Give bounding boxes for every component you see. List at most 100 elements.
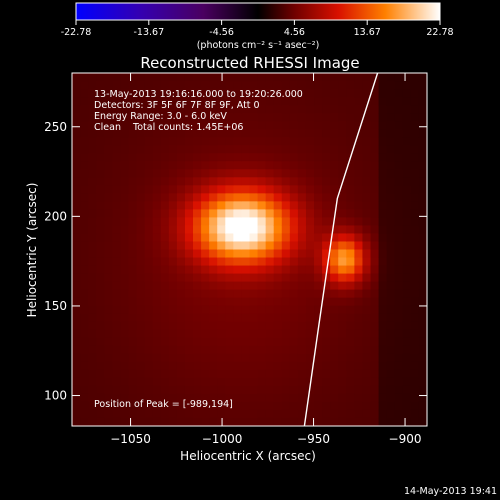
heatmap-cell — [346, 281, 355, 291]
heatmap-cell — [402, 105, 412, 114]
heatmap-cell — [338, 145, 347, 154]
heatmap-cell — [241, 305, 251, 315]
heatmap-cell — [88, 169, 97, 178]
heatmap-cell — [184, 185, 194, 194]
heatmap-cell — [225, 201, 234, 210]
heatmap-cell — [289, 313, 299, 323]
heatmap-cell — [273, 185, 283, 194]
heatmap-cell — [370, 265, 380, 275]
heatmap-cell — [112, 321, 122, 331]
heatmap-cell — [362, 273, 372, 283]
heatmap-cell — [120, 321, 130, 331]
heatmap-cell — [378, 377, 388, 387]
heatmap-cell — [96, 73, 105, 82]
heatmap-cell — [410, 249, 420, 259]
heatmap-cell — [257, 361, 267, 371]
heatmap-cell — [128, 401, 138, 411]
heatmap-cell — [370, 257, 380, 267]
heatmap-cell — [176, 281, 186, 291]
heatmap-cell — [128, 153, 138, 162]
heatmap-cell — [314, 417, 323, 426]
heatmap-cell — [225, 345, 234, 355]
heatmap-cell — [289, 121, 299, 130]
heatmap-cell — [386, 97, 396, 106]
heatmap-cell — [265, 241, 275, 251]
heatmap-cell — [297, 169, 307, 178]
heatmap-cell — [378, 345, 388, 355]
heatmap-cell — [297, 281, 307, 291]
heatmap-cell — [402, 337, 412, 347]
heatmap-cell — [273, 169, 283, 178]
heatmap-cell — [386, 233, 396, 243]
heatmap-cell — [273, 417, 283, 426]
heatmap-cell — [370, 105, 380, 114]
heatmap-cell — [128, 393, 138, 403]
heatmap-cell — [193, 153, 202, 162]
heatmap-cell — [201, 193, 210, 202]
heatmap-cell — [80, 281, 89, 291]
heatmap-cell — [305, 225, 315, 235]
heatmap-cell — [378, 265, 388, 275]
heatmap-cell — [305, 313, 315, 323]
heatmap-cell — [225, 217, 234, 227]
heatmap-cell — [346, 353, 355, 363]
heatmap-cell — [209, 81, 218, 90]
heatmap-cell — [394, 233, 404, 243]
heatmap-cell — [265, 233, 275, 243]
heatmap-cell — [88, 353, 97, 363]
heatmap-cell — [136, 81, 146, 90]
heatmap-cell — [386, 305, 396, 315]
heatmap-cell — [209, 153, 218, 162]
heatmap-cell — [241, 105, 251, 114]
heatmap-cell — [354, 297, 364, 307]
heatmap-cell — [314, 409, 323, 419]
heatmap-cell — [410, 409, 420, 419]
heatmap-cell — [201, 129, 210, 138]
heatmap-cell — [96, 289, 105, 299]
colorbar-tick-label: -4.56 — [209, 27, 234, 38]
y-tick-label: 100 — [44, 389, 67, 403]
heatmap-cell — [168, 257, 178, 267]
heatmap-cell — [257, 281, 267, 291]
heatmap-cell — [378, 273, 388, 283]
heatmap-cell — [281, 185, 291, 194]
heatmap-cell — [193, 329, 202, 339]
heatmap-cell — [305, 337, 315, 347]
heatmap-cell — [217, 201, 226, 210]
heatmap-cell — [330, 169, 339, 178]
heatmap-cell — [330, 313, 339, 323]
heatmap-cell — [144, 337, 154, 347]
heatmap-cell — [144, 73, 154, 82]
heatmap-cell — [217, 377, 226, 387]
heatmap-cell — [80, 73, 89, 82]
heatmap-cell — [370, 81, 380, 90]
heatmap-cell — [289, 393, 299, 403]
heatmap-cell — [184, 401, 194, 411]
heatmap-cell — [209, 217, 218, 227]
heatmap-cell — [112, 257, 122, 267]
heatmap-cell — [265, 393, 275, 403]
heatmap-cell — [378, 201, 388, 210]
heatmap-cell — [168, 177, 178, 186]
heatmap-cell — [193, 265, 202, 275]
heatmap-cell — [120, 273, 130, 283]
heatmap-cell — [152, 137, 162, 146]
heatmap-cell — [394, 193, 404, 202]
heatmap-cell — [128, 185, 138, 194]
heatmap-cell — [354, 121, 364, 130]
heatmap-cell — [314, 385, 323, 395]
heatmap-cell — [394, 401, 404, 411]
heatmap-cell — [386, 161, 396, 170]
heatmap-cell — [346, 137, 355, 146]
heatmap-cell — [289, 337, 299, 347]
heatmap-cell — [257, 217, 267, 227]
heatmap-cell — [402, 257, 412, 267]
heatmap-cell — [265, 321, 275, 331]
heatmap-cell — [257, 153, 267, 162]
heatmap-cell — [136, 145, 146, 154]
heatmap-cell — [354, 361, 364, 371]
heatmap-cell — [281, 161, 291, 170]
heatmap-cell — [112, 409, 122, 419]
heatmap-cell — [225, 169, 234, 178]
heatmap-cell — [128, 89, 138, 98]
